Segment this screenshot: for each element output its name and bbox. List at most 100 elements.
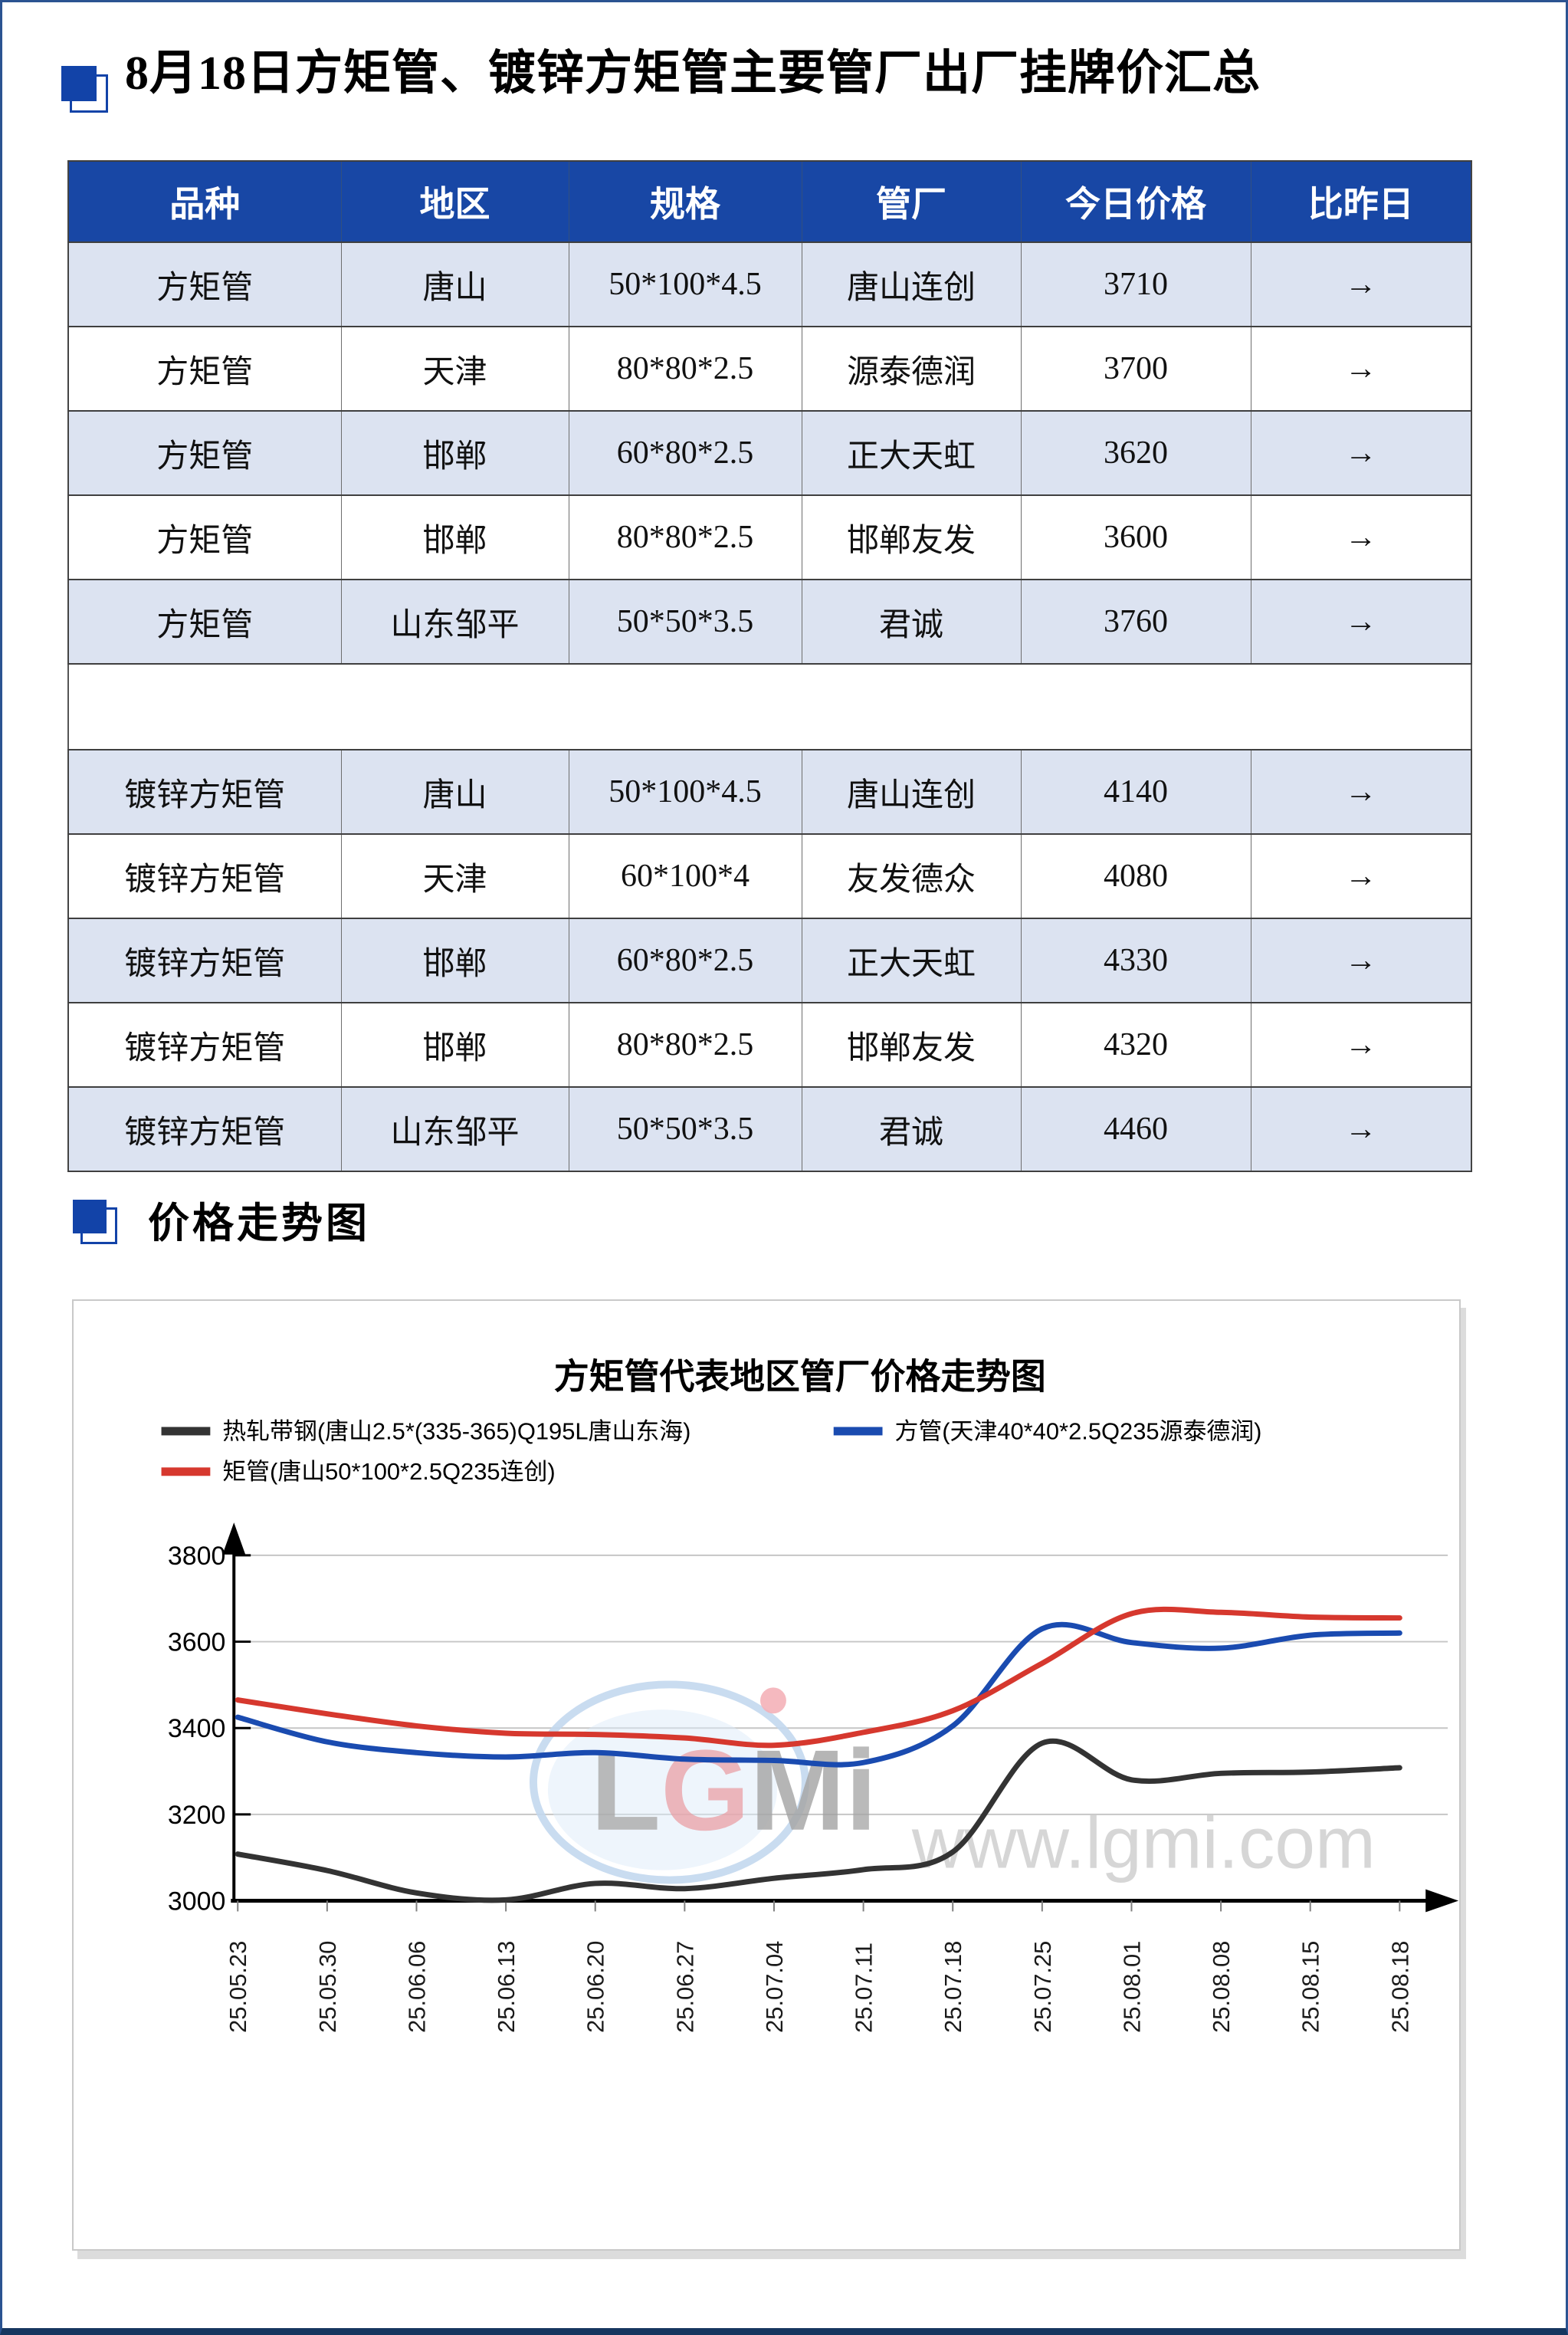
title-row: 8月18日方矩管、镀锌方矩管主要管厂出厂挂牌价汇总 xyxy=(2,31,1566,116)
change-arrow-cell: → xyxy=(1250,1086,1472,1172)
watermark-url: www.lgmi.com xyxy=(911,1803,1376,1884)
table-cell: 4320 xyxy=(1020,1002,1251,1088)
table-cell: 镀锌方矩管 xyxy=(67,1086,342,1172)
column-header-5: 比昨日 xyxy=(1250,160,1472,243)
table-cell: 80*80*2.5 xyxy=(568,1002,802,1088)
table-cell: 天津 xyxy=(340,326,569,412)
table-spacer-row xyxy=(67,663,1472,750)
legend-label: 方管(天津40*40*2.5Q235源泰德润) xyxy=(894,1417,1261,1444)
table-cell: 唐山连创 xyxy=(801,241,1022,327)
table-row: 镀锌方矩管 邯郸 80*80*2.5 邯郸友发 4320 → xyxy=(67,1002,1472,1088)
table-cell: 80*80*2.5 xyxy=(568,326,802,412)
x-axis-label: 25.08.08 xyxy=(1208,1941,1235,2033)
table-cell: 唐山 xyxy=(340,241,569,327)
table-cell: 3600 xyxy=(1020,494,1251,580)
price-trend-chart: 3000 3200 3400 3600 3800 LGMi www.lgmi.com 25.0… xyxy=(72,1299,1461,2251)
table-row: 镀锌方矩管 山东邹平 50*50*3.5 君诚 4460 → xyxy=(67,1086,1472,1172)
table-cell: 邯郸 xyxy=(340,918,569,1003)
table-cell: 山东邹平 xyxy=(340,1086,569,1172)
table-row: 镀锌方矩管 天津 60*100*4 友发德众 4080 → xyxy=(67,833,1472,919)
watermark-logo: LGMi xyxy=(591,1726,877,1854)
series-line-0 xyxy=(235,1738,1402,1903)
table-row: 方矩管 唐山 50*100*4.5 唐山连创 3710 → xyxy=(67,241,1472,327)
change-arrow-cell: → xyxy=(1250,918,1472,1003)
table-row: 方矩管 山东邹平 50*50*3.5 君诚 3760 → xyxy=(67,579,1472,665)
table-cell: 邯郸友发 xyxy=(801,1002,1022,1088)
table-row: 方矩管 邯郸 80*80*2.5 邯郸友发 3600 → xyxy=(67,494,1472,580)
table-cell: 镀锌方矩管 xyxy=(67,833,342,919)
table-cell: 正大天虹 xyxy=(801,918,1022,1003)
table-cell: 3760 xyxy=(1020,579,1251,665)
column-header-0: 品种 xyxy=(67,160,342,243)
section-row: 价格走势图 xyxy=(2,1189,1566,1258)
y-axis-label: 3200 xyxy=(168,1801,225,1830)
column-header-4: 今日价格 xyxy=(1020,160,1251,243)
table-cell: 方矩管 xyxy=(67,326,342,412)
change-arrow-cell: → xyxy=(1250,833,1472,919)
table-cell: 正大天虹 xyxy=(801,410,1022,496)
y-axis-label: 3400 xyxy=(168,1714,225,1743)
series-line-1 xyxy=(235,1621,1402,1768)
chart-svg: 3000 3200 3400 3600 3800 LGMi www.lgmi.com 25.0… xyxy=(161,1357,1459,2033)
table-cell: 山东邹平 xyxy=(340,579,569,665)
change-arrow-cell: → xyxy=(1250,410,1472,496)
table-cell: 方矩管 xyxy=(67,494,342,580)
chart-legend: 热轧带钢(唐山2.5*(335-365)Q195L唐山东海) 方管(天津40*40… xyxy=(161,1417,1261,1485)
table-cell: 唐山 xyxy=(340,749,569,835)
x-axis-label: 25.06.27 xyxy=(671,1941,698,2033)
table-cell: 4460 xyxy=(1020,1086,1251,1172)
y-axis-label: 3600 xyxy=(168,1628,225,1657)
series-line-2 xyxy=(235,1606,1402,1749)
table-cell: 4140 xyxy=(1020,749,1251,835)
legend-swatch xyxy=(833,1427,883,1436)
x-axis-label: 25.08.18 xyxy=(1386,1941,1413,2033)
legend-swatch xyxy=(161,1427,211,1436)
chart-title: 方矩管代表地区管厂价格走势图 xyxy=(554,1357,1046,1397)
x-axis-label: 25.07.04 xyxy=(761,1941,788,2033)
table-cell: 80*80*2.5 xyxy=(568,494,802,580)
table-cell: 邯郸 xyxy=(340,1002,569,1088)
table-cell: 60*80*2.5 xyxy=(568,918,802,1003)
change-arrow-cell: → xyxy=(1250,241,1472,327)
change-arrow-cell: → xyxy=(1250,326,1472,412)
x-axis-label: 25.06.06 xyxy=(403,1941,430,2033)
table-cell: 3710 xyxy=(1020,241,1251,327)
table-cell: 镀锌方矩管 xyxy=(67,1002,342,1088)
table-cell: 方矩管 xyxy=(67,241,342,327)
change-arrow-cell: → xyxy=(1250,494,1472,580)
table-cell: 唐山连创 xyxy=(801,749,1022,835)
table-row: 方矩管 邯郸 60*80*2.5 正大天虹 3620 → xyxy=(67,410,1472,496)
table-cell: 源泰德润 xyxy=(801,326,1022,412)
column-header-2: 规格 xyxy=(568,160,802,243)
y-axis-label: 3800 xyxy=(168,1542,225,1571)
price-table: 品种 地区 规格 管厂 今日价格 比昨日 方矩管 唐山 50*100*4.5 唐山连创 3710 →… xyxy=(67,160,1472,1172)
legend-label: 矩管(唐山50*100*2.5Q235连创) xyxy=(222,1458,555,1485)
watermark: LGMi www.lgmi.com xyxy=(529,1680,1376,1884)
table-cell: 君诚 xyxy=(801,1086,1022,1172)
table-cell: 天津 xyxy=(340,833,569,919)
change-arrow-cell: → xyxy=(1250,1002,1472,1088)
x-axis-label: 25.05.30 xyxy=(314,1941,341,2033)
table-cell: 方矩管 xyxy=(67,410,342,496)
table-cell: 友发德众 xyxy=(801,833,1022,919)
table-row: 镀锌方矩管 邯郸 60*80*2.5 正大天虹 4330 → xyxy=(67,918,1472,1003)
column-header-3: 管厂 xyxy=(801,160,1022,243)
x-axis-label: 25.07.18 xyxy=(940,1941,966,2033)
y-axis-arrow-icon xyxy=(222,1522,246,1555)
x-axis-label: 25.08.01 xyxy=(1118,1941,1145,2033)
x-axis-label: 25.07.25 xyxy=(1029,1941,1056,2033)
column-header-1: 地区 xyxy=(340,160,569,243)
table-cell: 50*50*3.5 xyxy=(568,579,802,665)
table-cell: 3700 xyxy=(1020,326,1251,412)
table-cell: 3620 xyxy=(1020,410,1251,496)
table-cell: 方矩管 xyxy=(67,579,342,665)
table-cell: 50*100*4.5 xyxy=(568,749,802,835)
table-cell: 邯郸 xyxy=(340,494,569,580)
table-cell: 4080 xyxy=(1020,833,1251,919)
section-title: 价格走势图 xyxy=(148,1200,370,1246)
y-axis-label: 3000 xyxy=(168,1887,225,1916)
table-cell: 邯郸 xyxy=(340,410,569,496)
change-arrow-cell: → xyxy=(1250,749,1472,835)
table-header-row: 品种 地区 规格 管厂 今日价格 比昨日 xyxy=(67,160,1472,243)
